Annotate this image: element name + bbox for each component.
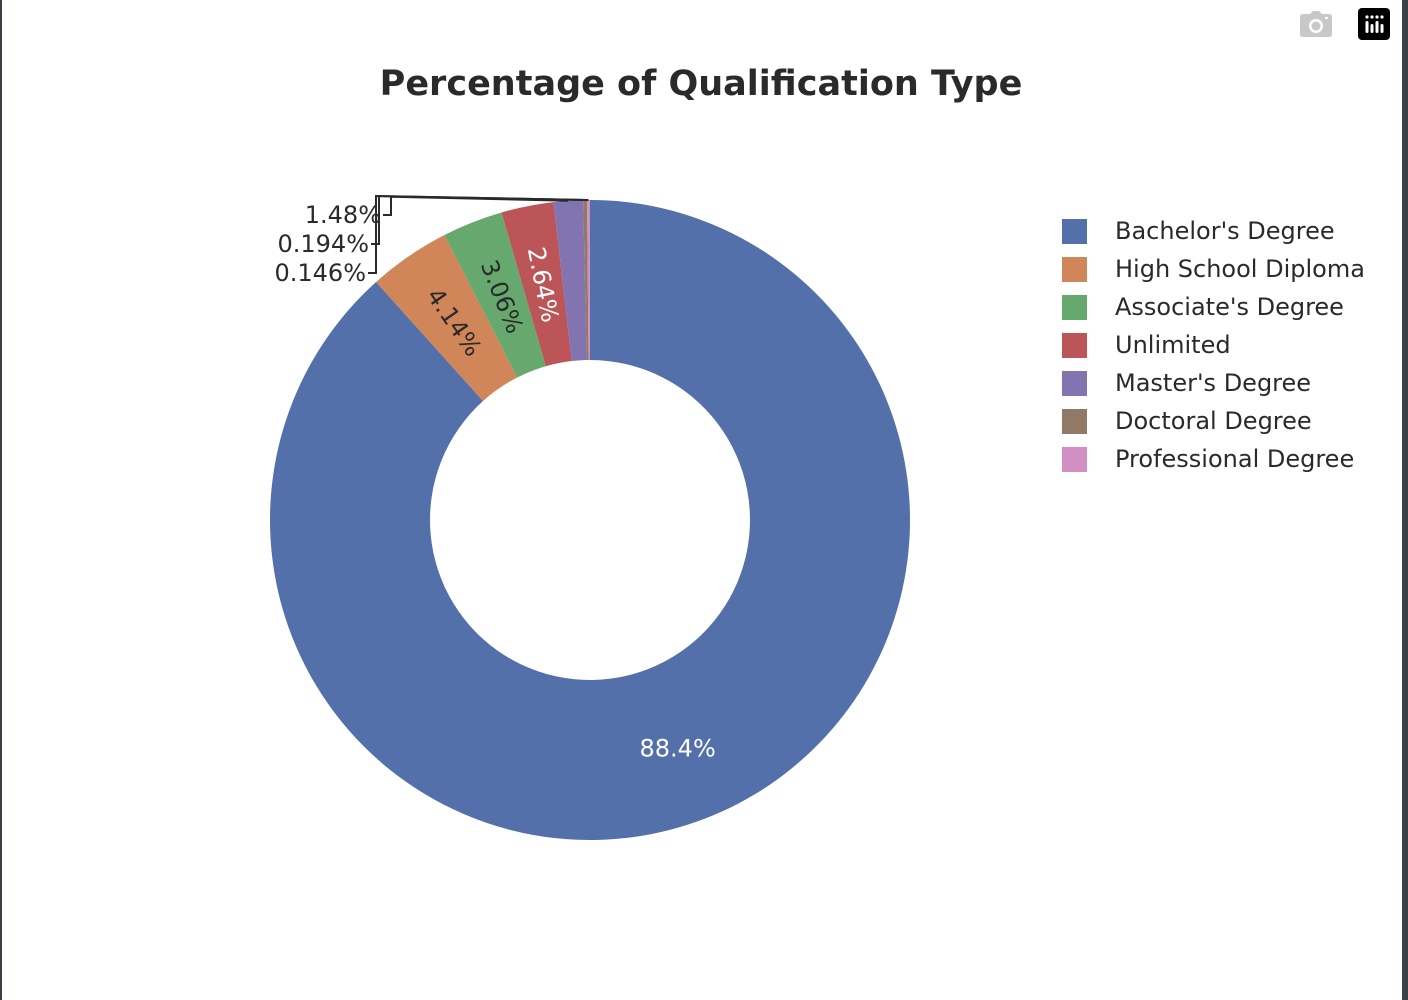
legend-swatch bbox=[1062, 256, 1087, 282]
legend-label: Doctoral Degree bbox=[1115, 407, 1312, 435]
legend-item[interactable]: High School Diploma bbox=[1062, 250, 1365, 288]
plotly-logo-icon[interactable] bbox=[1358, 8, 1390, 40]
chart-legend: Bachelor's Degree High School Diploma Asso… bbox=[1062, 212, 1365, 478]
legend-swatch bbox=[1062, 370, 1087, 396]
legend-label: Associate's Degree bbox=[1115, 293, 1344, 321]
slice-label: 88.4% bbox=[640, 735, 716, 763]
chart-title: Percentage of Qualification Type bbox=[379, 64, 1023, 104]
frame-left-border bbox=[0, 0, 2, 1000]
slice-label: 0.146% bbox=[274, 259, 366, 287]
legend-item[interactable]: Professional Degree bbox=[1062, 440, 1365, 478]
frame-right-border bbox=[1402, 0, 1408, 1000]
legend-label: Professional Degree bbox=[1115, 445, 1355, 473]
legend-item[interactable]: Bachelor's Degree bbox=[1062, 212, 1365, 250]
legend-label: Unlimited bbox=[1115, 331, 1231, 359]
legend-label: High School Diploma bbox=[1115, 255, 1365, 283]
slice-master-s-degree[interactable] bbox=[553, 200, 587, 362]
legend-swatch bbox=[1062, 218, 1087, 244]
slice-label: 0.194% bbox=[277, 230, 369, 258]
leader-line bbox=[368, 194, 589, 274]
legend-item[interactable]: Master's Degree bbox=[1062, 364, 1365, 402]
slice-associate-s-degree[interactable] bbox=[444, 212, 546, 378]
slice-professional-degree[interactable] bbox=[587, 200, 590, 361]
legend-item[interactable]: Unlimited bbox=[1062, 326, 1365, 364]
slice-bachelor-s-degree[interactable] bbox=[270, 200, 910, 840]
modebar bbox=[1300, 8, 1390, 40]
legend-swatch bbox=[1062, 332, 1087, 358]
slice-unlimited[interactable] bbox=[501, 202, 572, 367]
legend-item[interactable]: Associate's Degree bbox=[1062, 288, 1365, 326]
legend-label: Master's Degree bbox=[1115, 369, 1312, 397]
legend-swatch bbox=[1062, 408, 1087, 434]
legend-swatch bbox=[1062, 294, 1087, 320]
legend-swatch bbox=[1062, 446, 1087, 472]
slice-label: 1.48% bbox=[305, 201, 381, 229]
slice-high-school-diploma[interactable] bbox=[376, 235, 518, 402]
slice-doctoral-degree[interactable] bbox=[583, 200, 589, 361]
legend-item[interactable]: Doctoral Degree bbox=[1062, 402, 1365, 440]
legend-label: Bachelor's Degree bbox=[1115, 217, 1335, 245]
camera-icon[interactable] bbox=[1300, 8, 1332, 40]
